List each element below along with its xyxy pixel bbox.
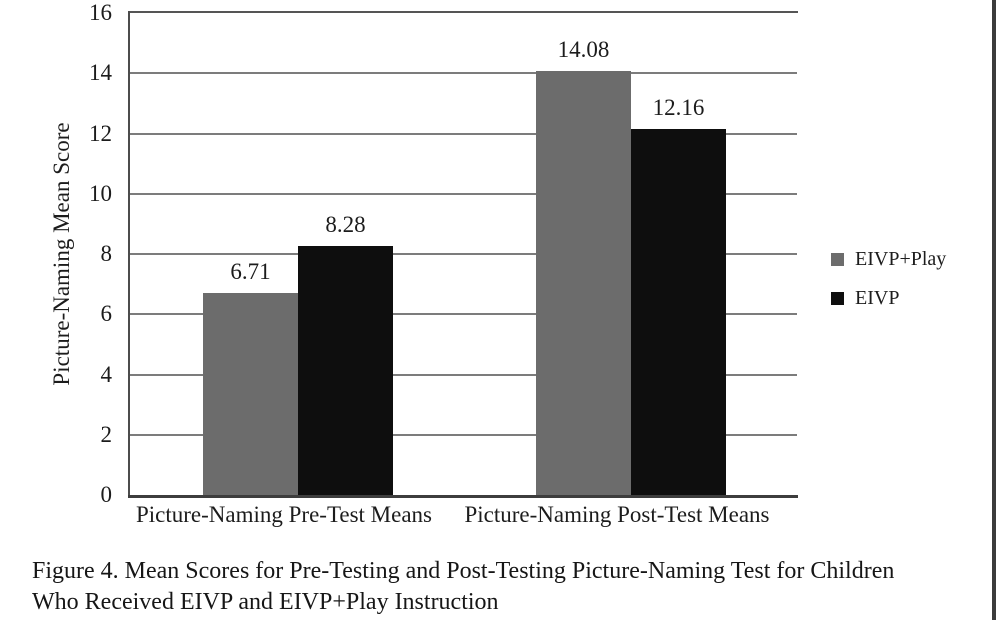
bar-eivp-post-test: [631, 129, 726, 495]
y-axis-line: [128, 11, 130, 498]
gridline-6: [130, 313, 797, 315]
caption-line-2: Who Received EIVP and EIVP+Play Instruct…: [32, 589, 499, 615]
y-tick-label-10: 10: [89, 181, 112, 206]
gridline-14: [130, 72, 797, 74]
value-label-eivp-pre-test: 8.28: [325, 212, 366, 237]
gridline-8: [130, 253, 797, 255]
legend-item-eivp-play: EIVP+Play: [831, 246, 946, 272]
legend-item-eivp: EIVP: [831, 285, 946, 311]
legend: EIVP+Play EIVP: [831, 246, 946, 311]
value-label-eivp-play-pre-test: 6.71: [230, 259, 271, 284]
y-tick-label-16: 16: [89, 0, 112, 25]
right-edge-border-line: [992, 0, 996, 620]
y-tick-label-2: 2: [100, 422, 113, 447]
value-label-eivp-post-test: 12.16: [652, 95, 705, 120]
x-category-label-posttest: Picture-Naming Post-Test Means: [464, 502, 770, 527]
bar-eivp-play-pre-test: [203, 293, 298, 495]
y-tick-label-6: 6: [100, 301, 113, 326]
value-label-eivp-play-post-test: 14.08: [557, 37, 610, 62]
gridline-12: [130, 133, 797, 135]
x-axis-line: [128, 495, 798, 498]
legend-label-eivp-play: EIVP+Play: [855, 247, 947, 270]
y-tick-label-0: 0: [100, 482, 113, 507]
y-tick-label-14: 14: [89, 60, 112, 85]
x-category-label-pretest: Picture-Naming Pre-Test Means: [135, 502, 433, 527]
gridline-10: [130, 193, 797, 195]
y-tick-label-12: 12: [89, 121, 112, 146]
gridline-4: [130, 374, 797, 376]
plot-top-border: [129, 11, 798, 13]
caption-line-1: Figure 4. Mean Scores for Pre-Testing an…: [32, 558, 895, 584]
bar-eivp-pre-test: [298, 246, 393, 495]
legend-label-eivp: EIVP: [855, 286, 900, 309]
bar-eivp-play-post-test: [536, 71, 631, 495]
y-tick-label-4: 4: [100, 362, 113, 387]
y-tick-label-8: 8: [100, 241, 113, 266]
plot-area: 6.71 8.28 14.08 12.16: [130, 13, 797, 495]
figure-caption: Figure 4. Mean Scores for Pre-Testing an…: [32, 556, 894, 618]
legend-swatch-eivp: [831, 291, 844, 305]
legend-swatch-eivp-play: [831, 252, 844, 266]
gridline-2: [130, 434, 797, 436]
